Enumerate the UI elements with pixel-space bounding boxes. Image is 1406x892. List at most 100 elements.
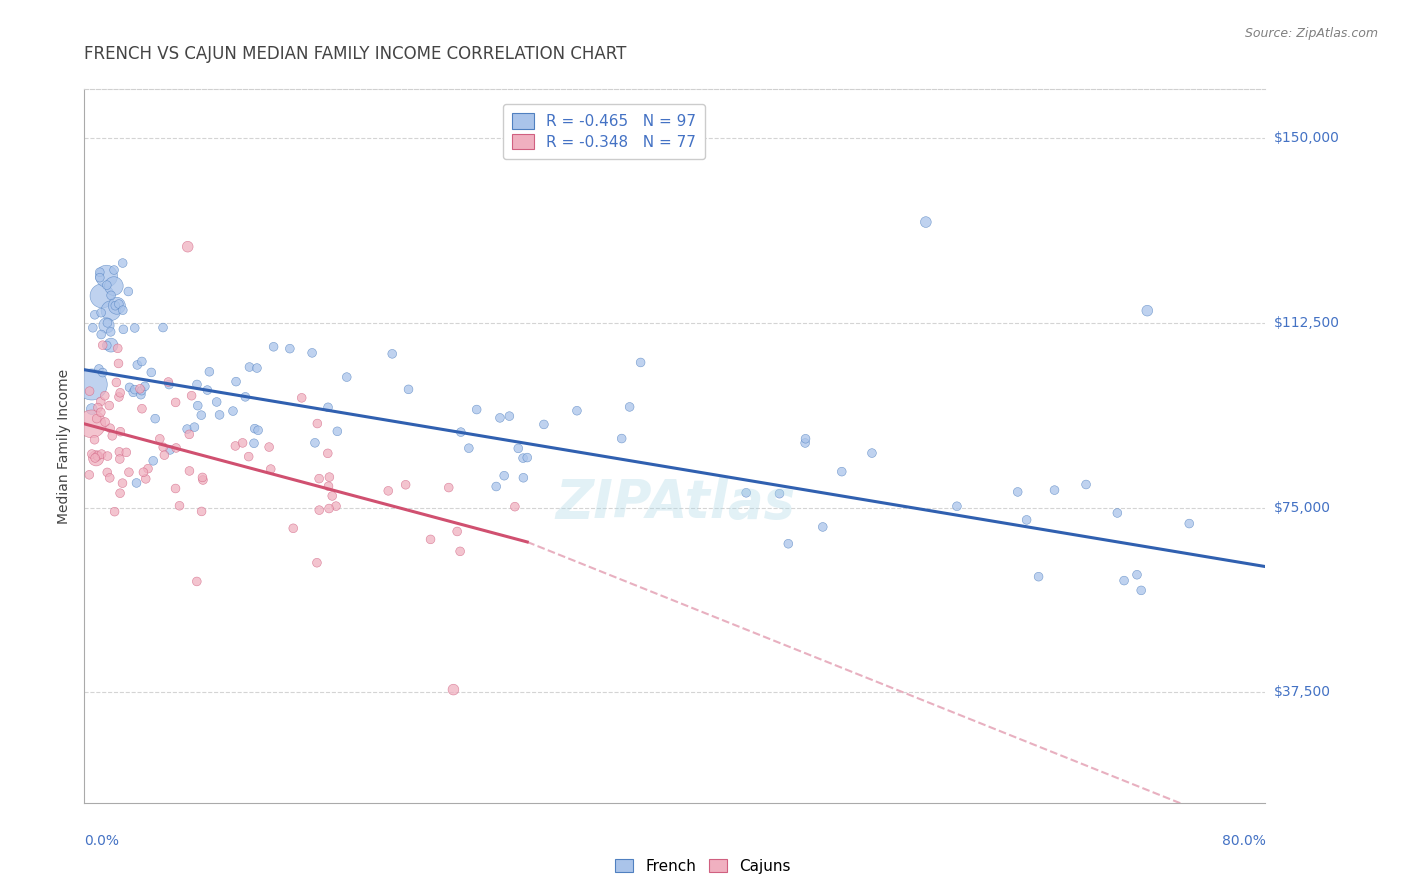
Point bbox=[283, 521, 305, 535]
Point bbox=[291, 391, 314, 405]
Point bbox=[80, 402, 103, 417]
Point bbox=[610, 432, 633, 446]
Point bbox=[778, 537, 800, 551]
Point bbox=[183, 420, 205, 434]
Point bbox=[136, 461, 159, 475]
Point bbox=[381, 347, 404, 361]
Point bbox=[619, 400, 641, 414]
Point bbox=[124, 383, 146, 397]
Point bbox=[179, 464, 201, 478]
Point bbox=[90, 405, 112, 419]
Point bbox=[494, 468, 516, 483]
Point bbox=[449, 544, 471, 558]
Point bbox=[336, 370, 359, 384]
Point bbox=[191, 473, 214, 487]
Point bbox=[225, 375, 247, 389]
Point bbox=[630, 355, 652, 369]
Point bbox=[263, 340, 285, 354]
Point bbox=[131, 354, 153, 368]
Point bbox=[86, 411, 108, 425]
Point bbox=[129, 387, 152, 401]
Point bbox=[512, 471, 534, 485]
Point bbox=[100, 303, 122, 318]
Point bbox=[318, 479, 340, 493]
Point bbox=[860, 446, 883, 460]
Point bbox=[1107, 506, 1129, 520]
Point bbox=[195, 383, 218, 397]
Point bbox=[132, 465, 155, 479]
Point bbox=[165, 482, 187, 496]
Y-axis label: Median Family Income: Median Family Income bbox=[58, 368, 72, 524]
Point bbox=[142, 454, 165, 468]
Point bbox=[398, 382, 420, 396]
Point bbox=[84, 450, 107, 465]
Point bbox=[96, 316, 118, 330]
Point bbox=[108, 297, 131, 311]
Point bbox=[108, 390, 131, 404]
Point bbox=[243, 436, 266, 450]
Point bbox=[127, 358, 149, 372]
Point bbox=[86, 449, 108, 463]
Point bbox=[80, 447, 103, 461]
Point bbox=[125, 475, 148, 490]
Point bbox=[118, 465, 141, 479]
Point bbox=[98, 421, 121, 435]
Text: 80.0%: 80.0% bbox=[1222, 834, 1265, 848]
Point bbox=[118, 380, 141, 394]
Point bbox=[103, 263, 125, 277]
Point bbox=[96, 269, 118, 284]
Point bbox=[80, 417, 103, 431]
Text: $112,500: $112,500 bbox=[1274, 316, 1340, 330]
Point bbox=[108, 385, 131, 400]
Point bbox=[91, 338, 114, 352]
Point bbox=[98, 471, 121, 485]
Point bbox=[89, 270, 111, 285]
Point bbox=[946, 500, 969, 514]
Point bbox=[104, 505, 127, 519]
Point bbox=[135, 472, 157, 486]
Text: Source: ZipAtlas.com: Source: ZipAtlas.com bbox=[1244, 27, 1378, 40]
Text: $150,000: $150,000 bbox=[1274, 131, 1340, 145]
Point bbox=[260, 462, 283, 476]
Point bbox=[90, 394, 112, 409]
Point bbox=[110, 425, 132, 439]
Point bbox=[508, 442, 530, 456]
Legend: R = -0.465   N = 97, R = -0.348   N = 77: R = -0.465 N = 97, R = -0.348 N = 77 bbox=[503, 104, 704, 159]
Point bbox=[377, 483, 399, 498]
Point bbox=[301, 346, 323, 360]
Point bbox=[395, 477, 418, 491]
Point bbox=[316, 401, 339, 415]
Point bbox=[108, 452, 131, 467]
Point bbox=[115, 445, 138, 459]
Point bbox=[238, 359, 260, 374]
Point bbox=[257, 440, 280, 454]
Point bbox=[304, 435, 326, 450]
Point bbox=[321, 489, 343, 503]
Point bbox=[103, 279, 125, 293]
Point bbox=[186, 377, 208, 392]
Point bbox=[117, 285, 139, 299]
Point bbox=[811, 520, 834, 534]
Point bbox=[90, 447, 112, 461]
Point bbox=[446, 524, 468, 539]
Point bbox=[124, 321, 146, 335]
Point bbox=[98, 399, 121, 413]
Point bbox=[1130, 583, 1153, 598]
Point bbox=[108, 486, 131, 500]
Point bbox=[180, 389, 202, 403]
Point bbox=[87, 401, 110, 415]
Point bbox=[1028, 569, 1050, 583]
Point bbox=[79, 467, 101, 482]
Text: FRENCH VS CAJUN MEDIAN FAMILY INCOME CORRELATION CHART: FRENCH VS CAJUN MEDIAN FAMILY INCOME COR… bbox=[84, 45, 627, 62]
Point bbox=[80, 377, 103, 392]
Point bbox=[96, 338, 118, 352]
Point bbox=[512, 451, 534, 466]
Point bbox=[96, 466, 118, 480]
Point bbox=[326, 425, 349, 439]
Point bbox=[176, 422, 198, 436]
Point bbox=[105, 299, 128, 313]
Point bbox=[308, 472, 330, 486]
Point bbox=[1007, 484, 1029, 499]
Point bbox=[111, 256, 134, 270]
Point bbox=[91, 366, 114, 380]
